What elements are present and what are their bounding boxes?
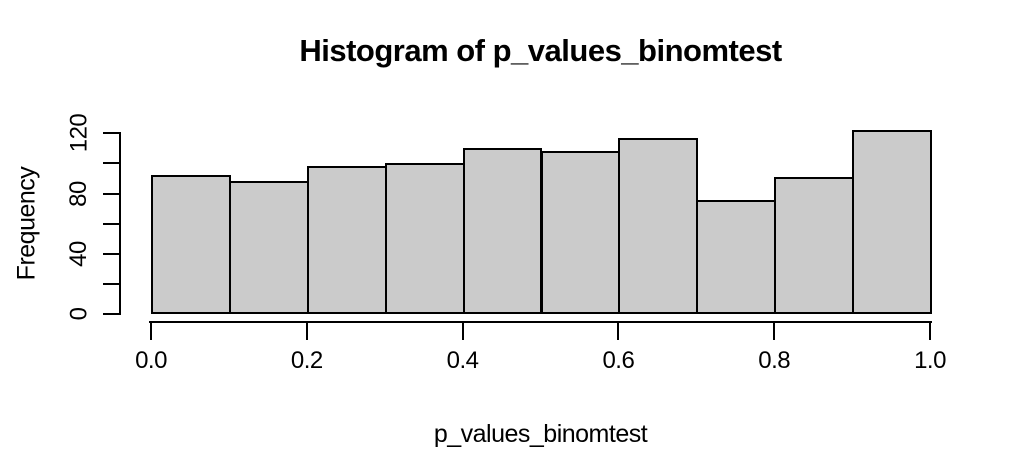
y-axis-tick-label-text: 0 <box>64 307 92 321</box>
histogram-bar <box>228 181 309 314</box>
plot-area: 0 40 80 120 0.0 0.2 0.4 0.6 0.8 1.0 <box>64 113 946 374</box>
y-axis-tick-label-text: 80 <box>64 180 92 207</box>
y-axis-tick-label-text: 40 <box>64 240 92 267</box>
y-axis-tick <box>103 132 119 135</box>
x-axis-tick <box>773 321 776 340</box>
histogram-bar <box>462 148 543 314</box>
histogram-bar <box>618 138 699 314</box>
histogram-bar <box>774 177 855 314</box>
x-axis-tick <box>150 321 152 340</box>
y-axis-tick <box>103 162 119 165</box>
histogram-bar <box>384 163 465 314</box>
x-axis-tick <box>617 321 620 340</box>
histogram-bar <box>151 175 231 314</box>
histogram-bar <box>306 166 387 314</box>
y-axis-tick <box>103 222 119 225</box>
y-axis-tick <box>103 282 119 285</box>
x-axis-tick <box>461 321 464 340</box>
y-axis-tick <box>103 313 119 315</box>
histogram-bar <box>696 200 777 314</box>
x-axis-tick <box>305 321 308 340</box>
histogram-bar <box>852 130 932 314</box>
y-axis-title-text: Frequency <box>12 166 41 280</box>
histogram-bar <box>540 151 621 314</box>
chart-title: Histogram of p_values_binomtest <box>299 33 782 68</box>
y-axis-tick-label-text: 120 <box>64 113 92 153</box>
y-axis-tick <box>103 192 119 195</box>
y-axis-line <box>119 132 121 315</box>
x-axis-title: p_values_binomtest <box>433 420 648 448</box>
x-axis-tick <box>929 321 931 340</box>
x-axis-line <box>149 321 932 323</box>
y-axis-tick <box>103 252 119 255</box>
